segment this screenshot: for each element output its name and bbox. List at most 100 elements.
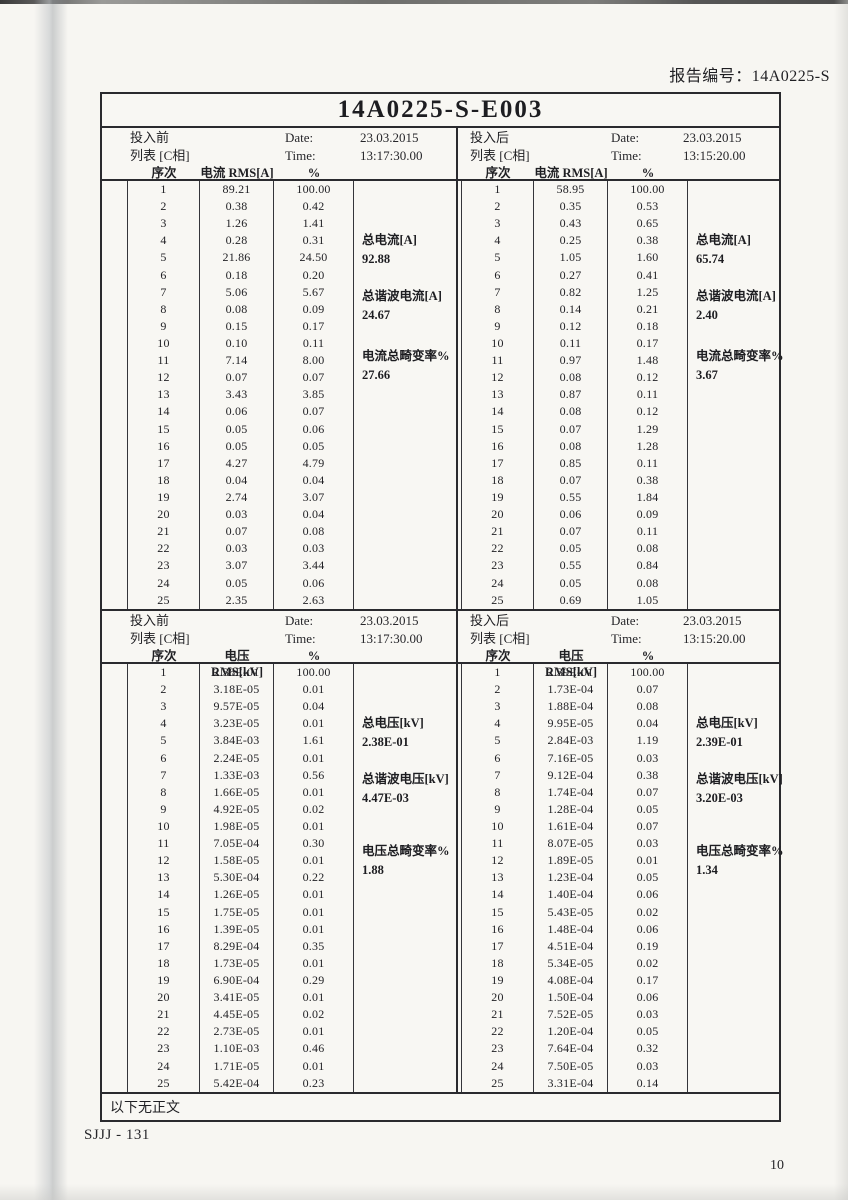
table-row: 1 2.38E-01 100.00 bbox=[128, 664, 354, 682]
summary-label: 总电流[A] bbox=[362, 233, 417, 247]
summary-label: 总电流[A] bbox=[696, 233, 751, 247]
table-row: 3 1.88E-04 0.08 bbox=[462, 698, 688, 716]
rms-value: 1.33E-03 bbox=[200, 766, 274, 784]
rms-value: 2.35 bbox=[200, 591, 274, 609]
row-index: 25 bbox=[128, 591, 200, 609]
row-index: 14 bbox=[462, 886, 534, 904]
table-row: 14 1.26E-05 0.01 bbox=[128, 886, 354, 904]
table-row: 14 0.08 0.12 bbox=[462, 403, 688, 421]
column-header-percent: % bbox=[307, 649, 321, 663]
header-row: 列表 [C相] Time: 13:15:20.00 bbox=[458, 630, 779, 648]
percent-value: 1.41 bbox=[274, 215, 354, 233]
table-row: 8 0.08 0.09 bbox=[128, 300, 354, 318]
summary-annotation: 总谐波电流[A] 24.67 bbox=[362, 285, 455, 323]
header-row: 投入前 Date: 23.03.2015 bbox=[102, 612, 456, 630]
row-index: 16 bbox=[462, 437, 534, 455]
row-index: 12 bbox=[128, 369, 200, 387]
rms-value: 1.98E-05 bbox=[200, 817, 274, 836]
list-label: 列表 [C相] bbox=[130, 147, 190, 163]
rms-value: 5.43E-05 bbox=[534, 903, 608, 921]
percent-value: 0.03 bbox=[608, 1006, 688, 1024]
table-row: 24 0.05 0.08 bbox=[462, 574, 688, 592]
state-label: 投入前 bbox=[130, 613, 170, 628]
date-value: 23.03.2015 bbox=[683, 613, 742, 628]
percent-value: 0.01 bbox=[608, 852, 688, 870]
column-headers: 序次 电流 RMS[A] % bbox=[102, 165, 456, 181]
rms-value: 0.85 bbox=[534, 454, 608, 472]
percent-value: 0.03 bbox=[274, 540, 354, 558]
rms-value: 7.16E-05 bbox=[534, 749, 608, 767]
row-index: 17 bbox=[462, 454, 534, 472]
summary-annotation: 总电压[kV] 2.38E-01 bbox=[362, 712, 455, 750]
percent-value: 0.03 bbox=[608, 749, 688, 767]
summary-annotation: 电流总畸变率% 3.67 bbox=[696, 345, 784, 383]
percent-value: 0.32 bbox=[608, 1040, 688, 1058]
rms-value: 0.28 bbox=[200, 232, 274, 250]
row-index: 23 bbox=[128, 1040, 200, 1058]
percent-value: 0.08 bbox=[608, 540, 688, 558]
panel-header: 投入后 Date: 23.03.2015 列表 [C相] Time: 13:15… bbox=[458, 611, 779, 679]
paper-crease bbox=[34, 0, 68, 1200]
date-value: 23.03.2015 bbox=[360, 613, 419, 628]
rms-value: 0.07 bbox=[200, 369, 274, 387]
percent-value: 0.05 bbox=[608, 800, 688, 818]
date-label: Date: bbox=[611, 613, 640, 628]
column-headers: 序次 电流 RMS[A] % bbox=[458, 165, 779, 181]
percent-value: 1.25 bbox=[608, 283, 688, 301]
percent-value: 0.30 bbox=[274, 835, 354, 853]
column-header-index: 序次 bbox=[151, 166, 177, 180]
row-index: 23 bbox=[128, 557, 200, 575]
percent-value: 0.35 bbox=[274, 937, 354, 955]
percent-value: 0.04 bbox=[274, 698, 354, 716]
rms-value: 0.03 bbox=[200, 540, 274, 558]
row-index: 13 bbox=[462, 386, 534, 404]
summary-annotation: 总谐波电压[kV] 4.47E-03 bbox=[362, 768, 455, 806]
percent-value: 0.11 bbox=[608, 386, 688, 404]
rms-value: 0.14 bbox=[534, 300, 608, 318]
percent-value: 0.01 bbox=[274, 1057, 354, 1075]
panel-header: 投入前 Date: 23.03.2015 列表 [C相] Time: 13:17… bbox=[102, 611, 456, 679]
table-row: 22 2.73E-05 0.01 bbox=[128, 1023, 354, 1041]
panel-header: 投入前 Date: 23.03.2015 列表 [C相] Time: 13:17… bbox=[102, 128, 456, 181]
row-index: 16 bbox=[128, 920, 200, 938]
row-index: 13 bbox=[462, 869, 534, 887]
summary-value: 92.88 bbox=[362, 252, 391, 266]
rms-value: 4.27 bbox=[200, 454, 274, 472]
table-row: 16 1.39E-05 0.01 bbox=[128, 920, 354, 938]
row-index: 18 bbox=[128, 471, 200, 489]
state-label: 投入后 bbox=[470, 613, 510, 628]
percent-value: 0.04 bbox=[274, 506, 354, 524]
percent-value: 0.01 bbox=[274, 681, 354, 699]
row-index: 1 bbox=[462, 664, 534, 682]
column-header-index: 序次 bbox=[485, 166, 511, 180]
percent-value: 0.22 bbox=[274, 869, 354, 887]
row-index: 17 bbox=[128, 454, 200, 472]
percent-value: 0.14 bbox=[608, 1074, 688, 1092]
percent-value: 8.00 bbox=[274, 352, 354, 370]
table-row: 17 8.29E-04 0.35 bbox=[128, 937, 354, 955]
summary-value: 4.47E-03 bbox=[362, 791, 409, 805]
time-value: 13:17:30.00 bbox=[360, 630, 423, 646]
rms-value: 3.31E-04 bbox=[534, 1074, 608, 1092]
rms-value: 5.34E-05 bbox=[534, 954, 608, 972]
rms-value: 1.73E-05 bbox=[200, 954, 274, 972]
row-index: 15 bbox=[128, 903, 200, 921]
panel-body: 1 2.39E-01 100.00 2 1.73E-04 0.07 3 1.88E-04 0.0… bbox=[458, 664, 784, 1092]
table-row: 25 5.42E-04 0.23 bbox=[128, 1074, 354, 1092]
header-row: 列表 [C相] Time: 13:17:30.00 bbox=[102, 147, 456, 165]
table-row: 4 0.28 0.31 bbox=[128, 232, 354, 250]
rms-value: 0.87 bbox=[534, 386, 608, 404]
time-label: Time: bbox=[611, 630, 642, 646]
percent-value: 0.41 bbox=[608, 266, 688, 284]
summary-column: 总电压[kV] 2.38E-01 总谐波电压[kV] 4.47E-03 电压总畸变率% 1… bbox=[354, 664, 456, 1092]
percent-value: 0.03 bbox=[608, 835, 688, 853]
percent-value: 0.07 bbox=[608, 681, 688, 699]
row-index: 22 bbox=[128, 540, 200, 558]
percent-value: 24.50 bbox=[274, 249, 354, 267]
column-header-percent: % bbox=[307, 166, 321, 180]
percent-value: 1.48 bbox=[608, 352, 688, 370]
percent-value: 0.19 bbox=[608, 937, 688, 955]
percent-value: 0.11 bbox=[608, 523, 688, 541]
rms-value: 7.64E-04 bbox=[534, 1040, 608, 1058]
rms-value: 1.58E-05 bbox=[200, 852, 274, 870]
